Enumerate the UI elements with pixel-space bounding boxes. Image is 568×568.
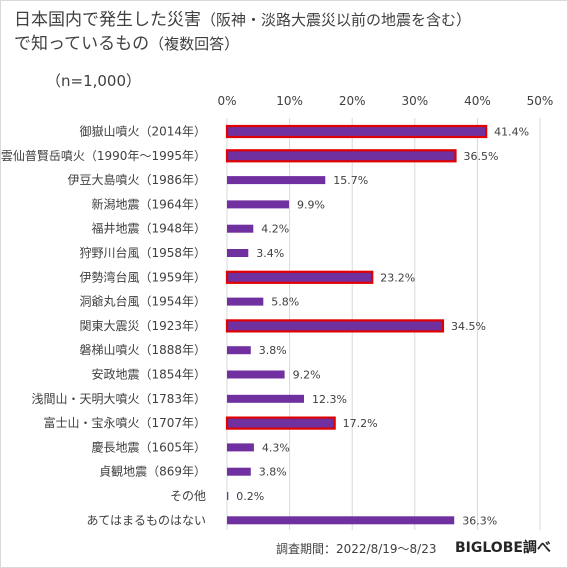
category-label-1: 雲仙普賢岳噴火（1990年～1995年） <box>1 149 206 163</box>
value-label-5: 3.4% <box>256 247 284 260</box>
category-label-15: その他 <box>170 489 206 503</box>
category-label-7: 洞爺丸台風（1954年） <box>79 294 206 309</box>
bar-highlighted-0 <box>225 124 488 139</box>
bar-2 <box>227 176 326 185</box>
bar-highlighted-8 <box>225 319 445 333</box>
title-line2-paren: （複数回答） <box>149 35 240 53</box>
value-label-11: 12.3% <box>312 393 347 406</box>
value-label-12: 17.2% <box>343 417 378 430</box>
title-line1-paren: （阪神・淡路大震災以前の地震を含む） <box>201 11 472 29</box>
value-label-8: 34.5% <box>451 320 486 333</box>
category-label-6: 伊勢湾台風（1959年） <box>79 269 206 284</box>
category-label-10: 安政地震（1854年） <box>91 367 206 382</box>
value-label-4: 4.2% <box>261 223 289 236</box>
value-label-0: 41.4% <box>494 126 529 139</box>
title-line1-text: 日本国内で発生した災害 <box>14 10 201 30</box>
brand-label: BIGLOBE調べ <box>455 540 551 556</box>
value-label-7: 5.8% <box>271 296 299 309</box>
bar-5 <box>227 249 249 257</box>
x-tick-label-0: 0% <box>217 94 236 108</box>
title-line2-text: で知っているもの <box>14 34 150 54</box>
x-tick-label-3: 30% <box>401 94 428 108</box>
x-tick-label-1: 10% <box>276 94 303 108</box>
value-label-1: 36.5% <box>463 150 498 163</box>
value-label-10: 9.2% <box>293 369 321 382</box>
bar-15 <box>227 492 229 500</box>
bar-9 <box>227 346 251 355</box>
chart-title-line2: で知っているもの（複数回答） <box>14 32 239 56</box>
category-label-5: 狩野川台風（1958年） <box>79 245 206 260</box>
category-label-8: 関東大震災（1923年） <box>79 319 206 333</box>
bar-3 <box>227 200 289 209</box>
sample-size: （n=1,000） <box>46 72 142 90</box>
bar-14 <box>227 467 251 476</box>
chart-title-line1: 日本国内で発生した災害（阪神・淡路大震災以前の地震を含む） <box>14 8 471 32</box>
category-label-12: 富士山・宝永噴火（1707年） <box>43 415 206 430</box>
category-label-2: 伊豆大島噴火（1986年） <box>67 172 206 187</box>
category-label-14: 貞観地震（869年） <box>99 465 206 479</box>
x-tick-label-5: 50% <box>527 94 554 108</box>
bar-10 <box>227 370 285 379</box>
category-label-9: 磐梯山噴火（1888年） <box>79 343 206 357</box>
value-label-9: 3.8% <box>259 344 287 357</box>
category-label-0: 御嶽山噴火（2014年） <box>79 124 206 139</box>
bar-4 <box>227 224 254 233</box>
value-label-13: 4.3% <box>262 441 290 454</box>
bar-13 <box>227 443 254 452</box>
category-label-11: 浅間山・天明大噴火（1783年） <box>31 392 206 406</box>
bar-highlighted-6 <box>225 270 374 284</box>
value-label-3: 9.9% <box>297 198 325 211</box>
value-label-14: 3.8% <box>259 466 287 479</box>
bar-16 <box>227 516 455 525</box>
value-label-15: 0.2% <box>236 490 264 503</box>
category-label-16: あてはまるものはない <box>86 513 206 527</box>
category-label-4: 福井地震（1948年） <box>91 221 206 236</box>
survey-period: 調査期間：2022/8/19～8/23 <box>276 542 437 556</box>
x-tick-label-2: 20% <box>339 94 366 108</box>
value-label-16: 36.3% <box>462 514 497 527</box>
category-label-13: 慶長地震（1605年） <box>91 440 206 454</box>
bar-11 <box>227 394 304 403</box>
bar-highlighted-1 <box>225 149 457 163</box>
value-label-2: 15.7% <box>333 174 368 187</box>
x-tick-label-4: 40% <box>464 94 491 108</box>
bar-7 <box>227 297 264 306</box>
bar-highlighted-12 <box>225 416 336 430</box>
category-label-3: 新潟地震（1964年） <box>91 196 206 211</box>
value-label-6: 23.2% <box>380 271 415 284</box>
